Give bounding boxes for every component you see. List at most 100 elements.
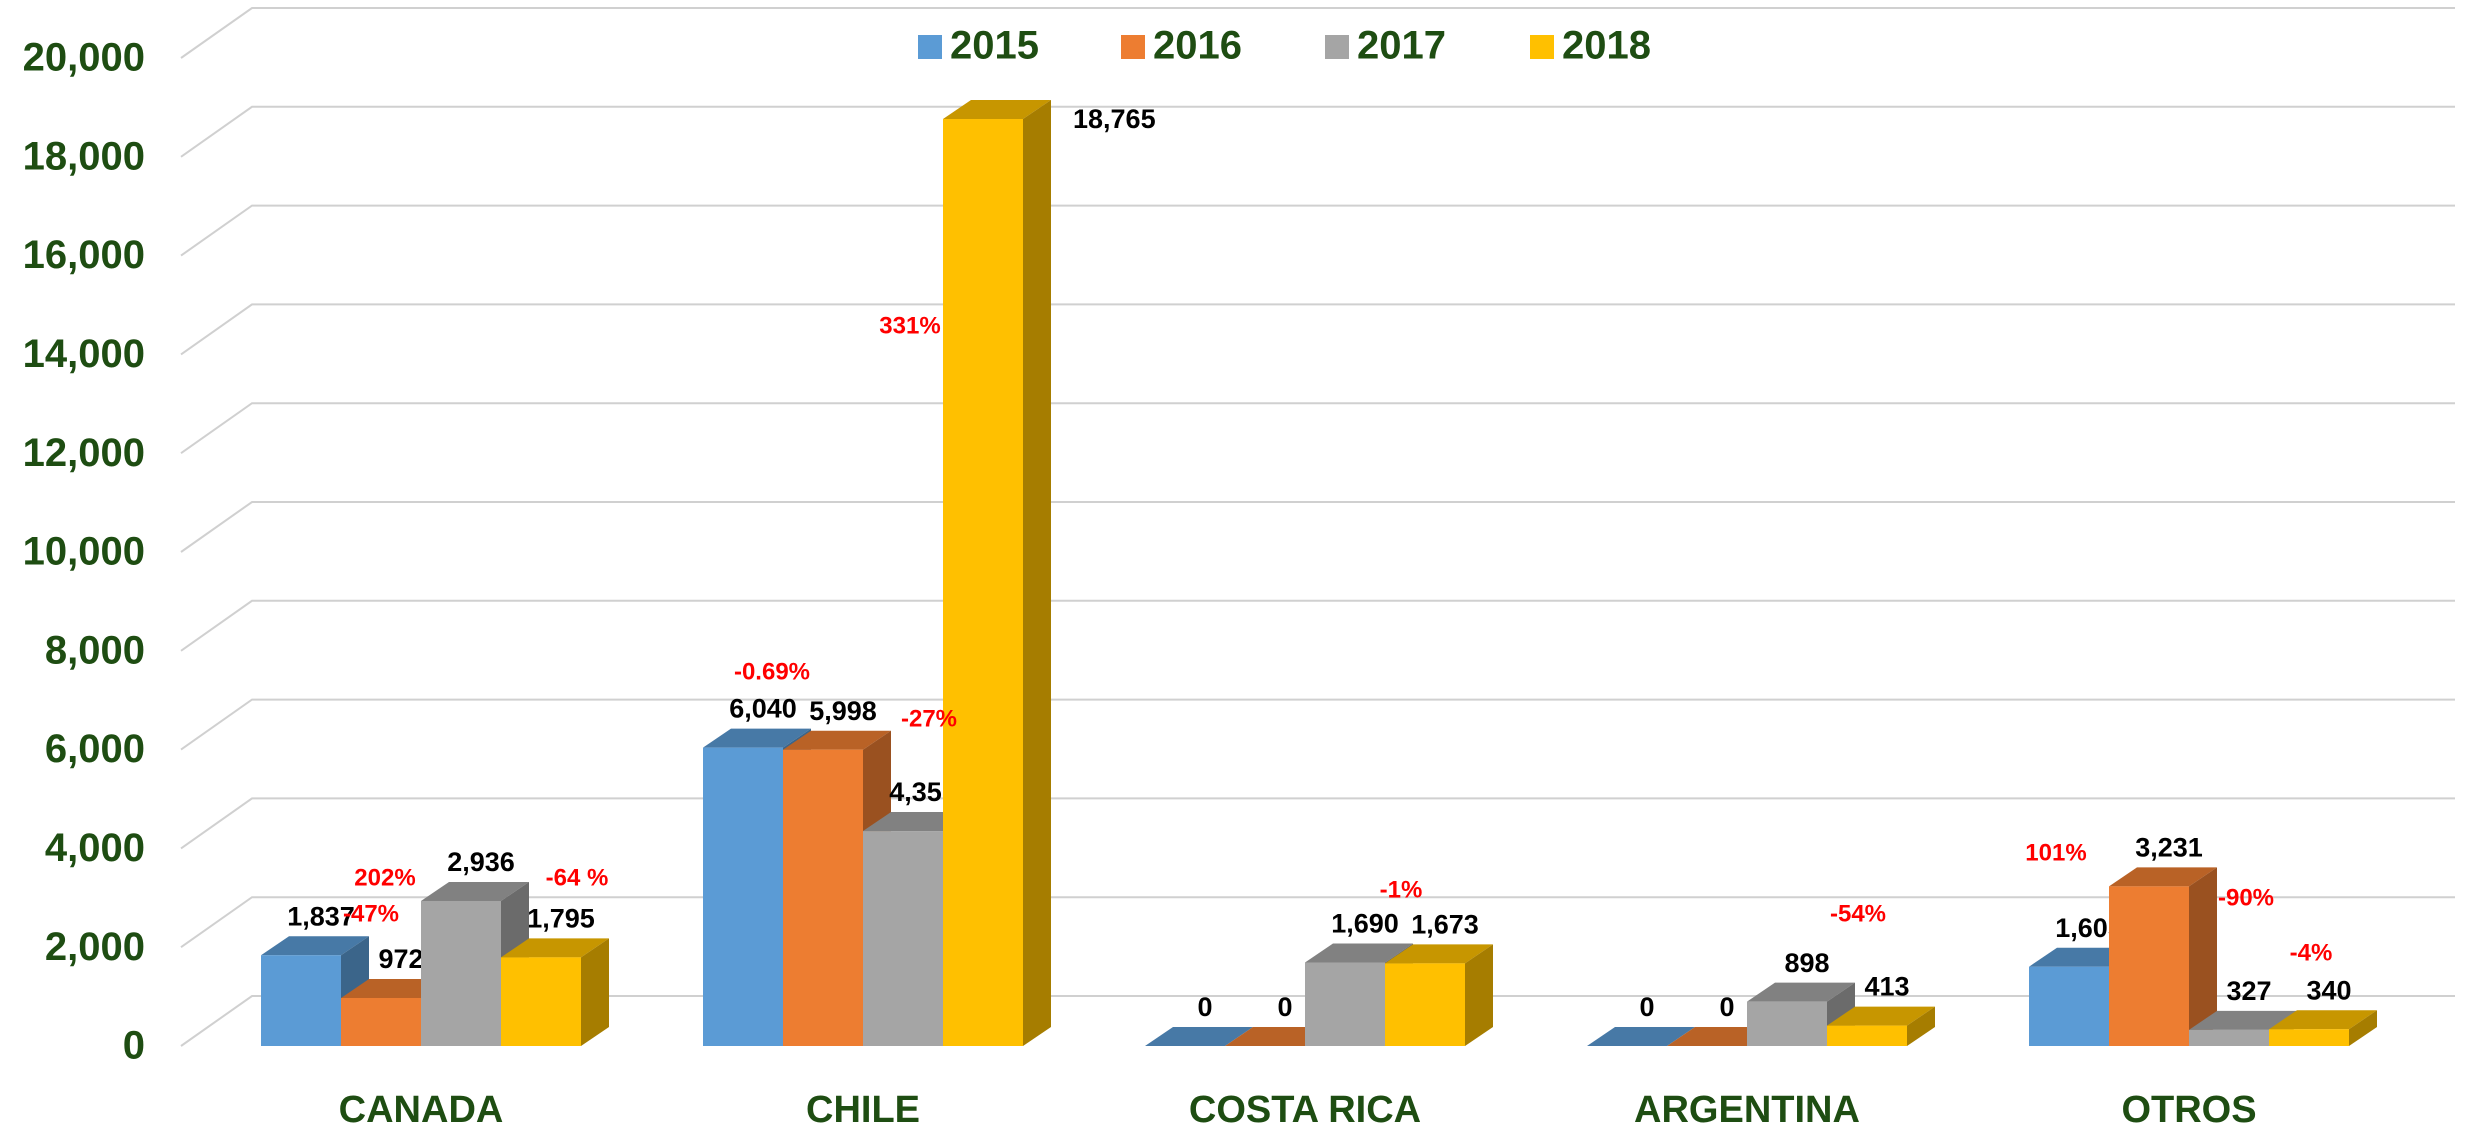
data-label: 972 — [378, 944, 423, 974]
legend-label: 2018 — [1562, 24, 1651, 68]
y-tick-label: 0 — [123, 1024, 145, 1068]
data-label: 1,837 — [287, 901, 355, 931]
annotation: -0.69% — [734, 658, 810, 685]
data-label: 327 — [2226, 976, 2271, 1006]
grid-line — [180, 303, 2455, 356]
bar-front — [261, 955, 341, 1046]
data-label: 340 — [2306, 975, 2351, 1005]
bar — [421, 881, 529, 1046]
legend-label: 2016 — [1153, 24, 1242, 68]
bar-front — [1827, 1025, 1907, 1046]
bar-side — [2189, 867, 2217, 1046]
grid-line — [180, 402, 2455, 455]
data-label: 0 — [1639, 992, 1654, 1022]
data-label: 1,690 — [1331, 909, 1399, 939]
bar-top — [421, 881, 529, 901]
x-tick-label: COSTA RICA — [1189, 1089, 1421, 1131]
annotation: -27% — [901, 705, 957, 732]
y-tick-label: 18,000 — [23, 134, 145, 178]
bar-front — [1747, 1001, 1827, 1046]
x-tick-label: OTROS — [2121, 1089, 2256, 1131]
data-label: 413 — [1864, 972, 1909, 1002]
legend-label: 2015 — [950, 24, 1039, 68]
y-tick-label: 12,000 — [23, 431, 145, 475]
bar-top — [943, 100, 1051, 120]
bar-front — [2109, 886, 2189, 1046]
legend-swatch — [1530, 35, 1554, 59]
y-tick-label: 16,000 — [23, 233, 145, 277]
x-tick-label: ARGENTINA — [1634, 1089, 1860, 1131]
grid-line — [180, 698, 2455, 751]
bar — [2109, 867, 2217, 1046]
x-tick-label: CHILE — [806, 1089, 920, 1131]
bar-front — [2029, 966, 2109, 1046]
grid-line — [180, 7, 2455, 59]
bar-side — [1023, 100, 1051, 1046]
bar-front — [1305, 962, 1385, 1046]
data-label: 18,765 — [1073, 104, 1156, 134]
data-label: 0 — [1277, 992, 1292, 1022]
bar-top — [2109, 867, 2217, 887]
data-label: 1,795 — [527, 903, 595, 933]
grid-line — [180, 105, 2455, 158]
bar-top — [261, 936, 369, 956]
data-label: 1,673 — [1411, 909, 1479, 939]
y-tick-label: 20,000 — [23, 36, 145, 80]
legend-swatch — [918, 35, 942, 59]
bar-front — [341, 997, 421, 1046]
data-label: 5,998 — [809, 696, 877, 726]
legend-swatch — [1325, 35, 1349, 59]
bar — [1145, 1027, 1253, 1046]
bar — [1827, 1006, 1935, 1046]
data-label: 3,231 — [2135, 833, 2203, 863]
y-tick-label: 2,000 — [45, 925, 145, 969]
bar-side — [581, 938, 609, 1046]
bar-side — [1465, 944, 1493, 1046]
bar-top — [1587, 1027, 1695, 1046]
bar-front — [703, 747, 783, 1046]
annotation: 202% — [354, 864, 415, 891]
bar-side — [1907, 1006, 1935, 1046]
y-tick-label: 8,000 — [45, 628, 145, 672]
bar-side — [2349, 1010, 2377, 1046]
bar-top — [703, 728, 811, 748]
legend-label: 2017 — [1357, 24, 1446, 68]
y-tick-label: 4,000 — [45, 826, 145, 870]
bar-top — [1305, 943, 1413, 963]
y-tick-label: 10,000 — [23, 530, 145, 574]
annotation: -54% — [1830, 900, 1886, 927]
x-tick-label: CANADA — [339, 1089, 504, 1131]
annotation: -4% — [2290, 939, 2333, 966]
annotation: -1% — [1380, 876, 1423, 903]
grid-line — [180, 896, 2455, 949]
bar — [1385, 944, 1493, 1046]
data-label: 898 — [1784, 948, 1829, 978]
annotation: -47% — [343, 900, 399, 927]
bar-top — [783, 730, 891, 750]
data-label: 0 — [1197, 992, 1212, 1022]
bar-top — [2269, 1010, 2377, 1030]
grid-line — [180, 501, 2455, 553]
bar-front — [2269, 1029, 2349, 1046]
data-label: 6,040 — [729, 694, 797, 724]
bar-front — [783, 749, 863, 1046]
bar-front — [2189, 1029, 2269, 1046]
bar — [2269, 1010, 2377, 1046]
legend-swatch — [1121, 35, 1145, 59]
bar-top — [501, 938, 609, 958]
bar-front — [1385, 963, 1465, 1046]
bar-front — [421, 900, 501, 1046]
bar-top — [1385, 944, 1493, 964]
data-label: 0 — [1719, 992, 1734, 1022]
annotation: -90% — [2218, 884, 2274, 911]
annotation: 101% — [2025, 839, 2086, 866]
grid-line — [180, 204, 2455, 257]
bar-top — [1747, 982, 1855, 1002]
grid-line — [180, 995, 2455, 1047]
y-tick-label: 6,000 — [45, 727, 145, 771]
bar — [501, 938, 609, 1046]
bar-top — [2189, 1010, 2297, 1030]
bar-front — [863, 831, 943, 1046]
grid-line — [180, 599, 2455, 652]
